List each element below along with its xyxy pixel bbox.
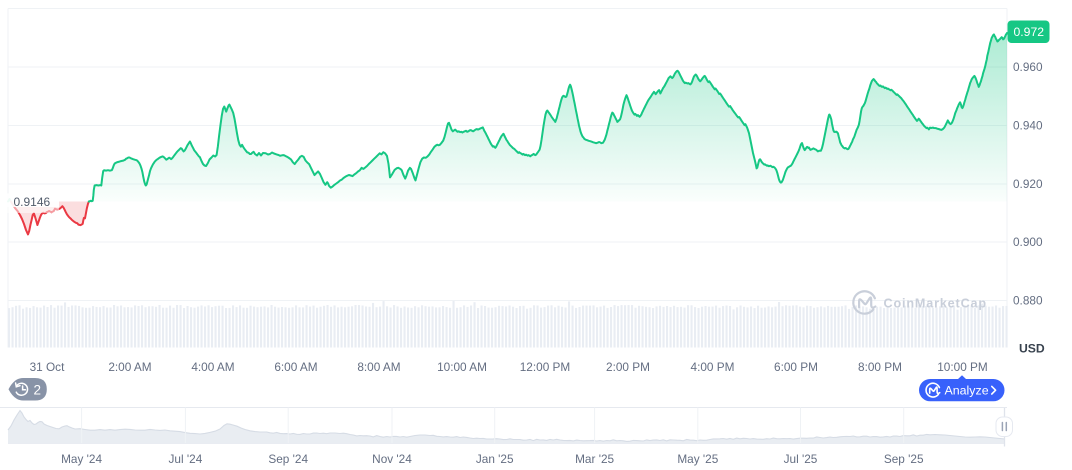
svg-text:4:00 AM: 4:00 AM	[191, 360, 234, 374]
svg-text:2: 2	[34, 383, 42, 398]
svg-text:8:00 AM: 8:00 AM	[357, 360, 400, 374]
svg-text:2:00 AM: 2:00 AM	[108, 360, 151, 374]
svg-text:0.940: 0.940	[1013, 119, 1043, 133]
svg-text:0.900: 0.900	[1013, 235, 1043, 249]
svg-text:Sep '24: Sep '24	[268, 452, 308, 466]
svg-text:0.960: 0.960	[1013, 60, 1043, 74]
svg-text:8:00 PM: 8:00 PM	[858, 360, 902, 374]
svg-text:USD: USD	[1019, 342, 1045, 356]
svg-text:10:00 PM: 10:00 PM	[937, 360, 988, 374]
svg-text:10:00 AM: 10:00 AM	[437, 360, 487, 374]
svg-text:Mar '25: Mar '25	[575, 452, 614, 466]
svg-text:CoinMarketCap: CoinMarketCap	[884, 297, 987, 311]
svg-text:Jul '25: Jul '25	[784, 452, 818, 466]
svg-text:May '25: May '25	[677, 452, 718, 466]
svg-text:6:00 AM: 6:00 AM	[274, 360, 317, 374]
svg-text:2:00 PM: 2:00 PM	[606, 360, 650, 374]
svg-text:Jan '25: Jan '25	[476, 452, 514, 466]
svg-text:0.972: 0.972	[1014, 25, 1045, 39]
svg-text:0.920: 0.920	[1013, 177, 1043, 191]
svg-text:Sep '25: Sep '25	[884, 452, 924, 466]
svg-text:Jul '24: Jul '24	[169, 452, 203, 466]
svg-text:Analyze: Analyze	[945, 383, 989, 397]
svg-text:0.880: 0.880	[1013, 294, 1043, 308]
svg-text:12:00 PM: 12:00 PM	[520, 360, 571, 374]
svg-text:4:00 PM: 4:00 PM	[691, 360, 735, 374]
svg-text:Nov '24: Nov '24	[372, 452, 412, 466]
svg-text:May '24: May '24	[61, 452, 102, 466]
svg-text:6:00 PM: 6:00 PM	[774, 360, 818, 374]
svg-text:0.9146: 0.9146	[14, 195, 51, 209]
svg-text:31 Oct: 31 Oct	[30, 360, 65, 374]
